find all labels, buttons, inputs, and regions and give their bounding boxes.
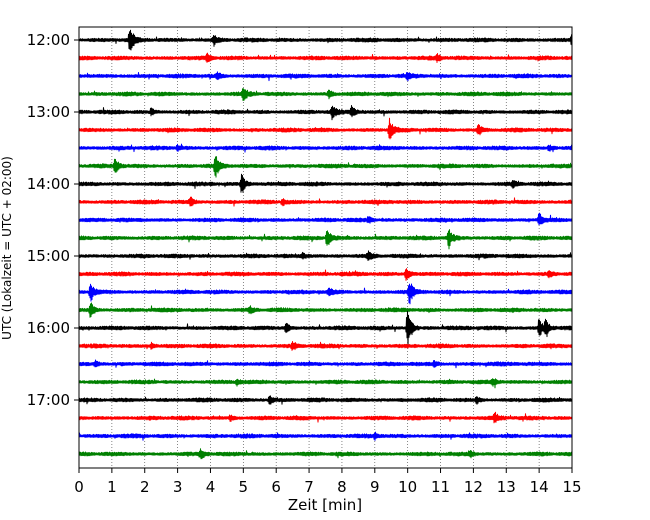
x-tick-label: 2 [140, 478, 150, 496]
seismic-trace [78, 196, 573, 207]
seismic-trace [78, 378, 573, 389]
seismic-trace [78, 52, 573, 63]
x-tick-label: 3 [173, 478, 183, 496]
y-tick-label: 17:00 [27, 391, 70, 409]
seismic-trace [78, 71, 573, 82]
seismic-trace [78, 156, 573, 178]
seismic-trace [78, 448, 573, 460]
seismic-trace [78, 411, 573, 424]
x-tick-label: 1 [107, 478, 117, 496]
seismic-trace [78, 29, 573, 51]
trace-group [78, 29, 573, 460]
seismic-trace [78, 229, 573, 250]
seismic-trace [78, 341, 573, 351]
y-tick-label: 13:00 [27, 103, 70, 121]
seismic-trace [78, 283, 573, 305]
y-axis-label: UTC (Lokalzeit = UTC + 02:00) [0, 156, 14, 340]
y-tick-label: 12:00 [27, 31, 70, 49]
y-tick-label: 16:00 [27, 319, 70, 337]
seismic-trace [78, 117, 573, 140]
x-axis-label: Zeit [min] [288, 496, 362, 514]
y-tick-label: 15:00 [27, 247, 70, 265]
seismic-trace [78, 173, 573, 193]
seismic-trace [78, 302, 573, 318]
x-tick-label: 15 [562, 478, 581, 496]
seismic-trace [78, 359, 573, 369]
x-tick-label: 13 [497, 478, 516, 496]
x-tick-label: 12 [464, 478, 483, 496]
y-axis: 12:00 13:00 14:00 15:00 16:00 17:00 [27, 31, 79, 409]
x-tick-label: 5 [239, 478, 249, 496]
seismic-trace [78, 310, 573, 349]
x-tick-label: 4 [206, 478, 216, 496]
x-tick-label: 10 [398, 478, 417, 496]
seismic-trace [78, 431, 573, 441]
x-tick-label: 0 [74, 478, 84, 496]
x-tick-label: 11 [431, 478, 450, 496]
seismic-trace [78, 268, 573, 281]
plot-frame [78, 26, 573, 469]
x-tick-label: 6 [271, 478, 281, 496]
seismic-trace [78, 105, 573, 121]
x-tick-label: 8 [337, 478, 347, 496]
seismic-trace [78, 88, 573, 101]
seismic-trace [78, 212, 573, 226]
seismic-trace [78, 395, 573, 405]
y-tick-label: 14:00 [27, 175, 70, 193]
seismic-trace [78, 143, 573, 153]
x-axis: 0 1 2 3 4 5 6 7 8 9 10 11 12 13 14 15 [74, 468, 582, 496]
seismic-trace [78, 250, 573, 261]
x-tick-label: 14 [530, 478, 549, 496]
x-tick-label: 9 [370, 478, 380, 496]
x-tick-label: 7 [304, 478, 314, 496]
